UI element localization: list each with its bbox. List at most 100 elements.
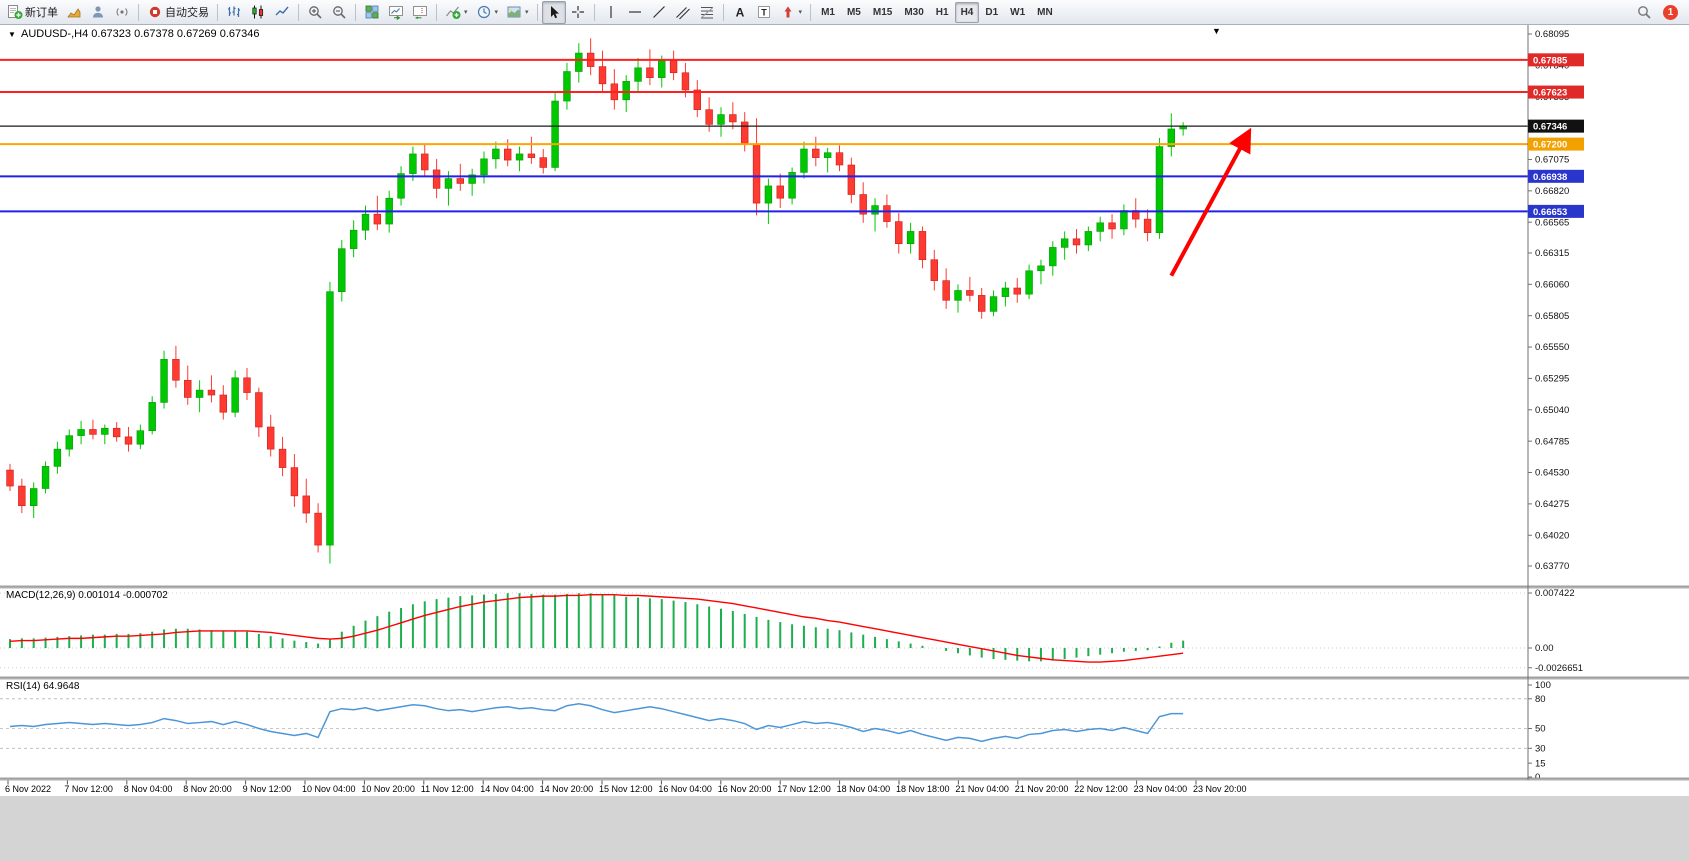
data-window-icon bbox=[90, 4, 106, 20]
periods-button[interactable]: ▾ bbox=[472, 1, 503, 24]
svg-text:0.66565: 0.66565 bbox=[1535, 217, 1569, 228]
svg-text:0.66938: 0.66938 bbox=[1533, 172, 1567, 183]
auto-scroll-icon bbox=[388, 4, 404, 20]
collapse-arrow-icon[interactable]: ▼ bbox=[8, 30, 16, 39]
line-icon bbox=[274, 4, 290, 20]
arrow-objects-icon bbox=[780, 4, 796, 20]
chart-plot-area[interactable] bbox=[0, 25, 1689, 796]
template-icon bbox=[506, 4, 522, 20]
svg-text:30: 30 bbox=[1535, 744, 1546, 755]
templates-button[interactable]: ▾ bbox=[502, 1, 533, 24]
svg-text:8 Nov 04:00: 8 Nov 04:00 bbox=[124, 784, 173, 794]
toolbar-separator bbox=[593, 3, 595, 21]
svg-text:50: 50 bbox=[1535, 724, 1546, 735]
toolbar-right: 1 bbox=[1632, 1, 1686, 24]
crosshair-button[interactable] bbox=[566, 1, 590, 24]
timeframe-h1[interactable]: H1 bbox=[935, 6, 949, 18]
candles-icon bbox=[250, 4, 266, 20]
svg-text:18 Nov 18:00: 18 Nov 18:00 bbox=[896, 784, 950, 794]
svg-text:-0.0026651: -0.0026651 bbox=[1535, 663, 1583, 674]
svg-text:14 Nov 20:00: 14 Nov 20:00 bbox=[540, 784, 594, 794]
svg-text:100: 100 bbox=[1535, 680, 1551, 691]
svg-text:0.65295: 0.65295 bbox=[1535, 374, 1569, 385]
vertical-line-button[interactable] bbox=[599, 1, 623, 24]
data-window-button[interactable] bbox=[86, 1, 110, 24]
svg-text:80: 80 bbox=[1535, 694, 1546, 705]
label-button[interactable]: T bbox=[752, 1, 776, 24]
timeframe-w1[interactable]: W1 bbox=[1010, 6, 1026, 18]
auto-trading-button[interactable]: 自动交易 bbox=[143, 1, 213, 24]
zoom-in-icon bbox=[307, 4, 323, 20]
panel-separator[interactable] bbox=[0, 677, 1689, 680]
trendline-button[interactable] bbox=[647, 1, 671, 24]
chevron-down-icon: ▾ bbox=[525, 9, 529, 16]
svg-text:23 Nov 20:00: 23 Nov 20:00 bbox=[1193, 784, 1247, 794]
depth-of-market-button[interactable] bbox=[110, 1, 134, 24]
fibonacci-button[interactable] bbox=[695, 1, 719, 24]
notification-badge[interactable]: 1 bbox=[1663, 4, 1678, 20]
macd-panel: 0.007422 0.00 -0.0026651 bbox=[0, 588, 1583, 674]
timeframe-mn[interactable]: MN bbox=[1037, 6, 1053, 18]
toolbar-separator bbox=[298, 3, 299, 21]
channel-icon bbox=[675, 4, 691, 20]
line-chart-button[interactable] bbox=[270, 1, 294, 24]
timeframe-h4[interactable]: H4 bbox=[954, 1, 980, 23]
market-watch-button[interactable] bbox=[62, 1, 86, 24]
svg-text:0.64785: 0.64785 bbox=[1535, 436, 1569, 447]
chart-shift-button[interactable] bbox=[408, 1, 432, 24]
search-icon bbox=[1636, 4, 1652, 20]
candlestick-chart-button[interactable] bbox=[246, 1, 270, 24]
svg-text:0.68095: 0.68095 bbox=[1535, 29, 1569, 40]
toolbar-separator bbox=[217, 3, 218, 21]
hline-icon bbox=[627, 4, 643, 20]
new-order-button[interactable]: 新订单 bbox=[3, 1, 62, 24]
svg-text:23 Nov 04:00: 23 Nov 04:00 bbox=[1134, 784, 1188, 794]
auto-trading-button-label: 自动交易 bbox=[165, 7, 209, 19]
timeframe-m30[interactable]: M30 bbox=[904, 6, 924, 18]
timeframe-d1[interactable]: D1 bbox=[985, 6, 999, 18]
arrows-button[interactable]: ▾ bbox=[776, 1, 807, 24]
candlestick-series bbox=[6, 38, 1187, 564]
panel-separator[interactable] bbox=[0, 778, 1689, 781]
bar-chart-button[interactable] bbox=[222, 1, 246, 24]
rsi-indicator-label: RSI(14) 64.9648 bbox=[6, 681, 80, 692]
tile-windows-button[interactable] bbox=[360, 1, 384, 24]
toolbar-separator bbox=[722, 3, 724, 21]
svg-text:7 Nov 12:00: 7 Nov 12:00 bbox=[64, 784, 113, 794]
pivot-line-badge bbox=[1528, 137, 1584, 151]
chart-title-text: AUDUSD-,H4 0.67323 0.67378 0.67269 0.673… bbox=[20, 28, 260, 40]
macd-indicator-label: MACD(12,26,9) 0.001014 -0.000702 bbox=[6, 590, 168, 601]
zoom-out-button[interactable] bbox=[327, 1, 351, 24]
svg-text:21 Nov 04:00: 21 Nov 04:00 bbox=[955, 784, 1009, 794]
timeframe-m5[interactable]: M5 bbox=[846, 6, 861, 18]
svg-text:10 Nov 20:00: 10 Nov 20:00 bbox=[361, 784, 415, 794]
panel-separator[interactable] bbox=[0, 586, 1689, 589]
svg-text:16 Nov 20:00: 16 Nov 20:00 bbox=[718, 784, 772, 794]
svg-text:0.00: 0.00 bbox=[1535, 643, 1554, 654]
auto-scroll-button[interactable] bbox=[384, 1, 408, 24]
search-button[interactable] bbox=[1632, 1, 1656, 24]
equidistant-channel-button[interactable] bbox=[671, 1, 695, 24]
svg-text:0.007422: 0.007422 bbox=[1535, 588, 1575, 599]
svg-text:17 Nov 12:00: 17 Nov 12:00 bbox=[777, 784, 831, 794]
svg-text:0.64275: 0.64275 bbox=[1535, 499, 1569, 510]
new-order-icon bbox=[7, 4, 23, 20]
text-button[interactable]: A bbox=[728, 1, 752, 24]
svg-text:0.66060: 0.66060 bbox=[1535, 280, 1569, 291]
zoom-in-button[interactable] bbox=[303, 1, 327, 24]
trend-arrow-annotation[interactable] bbox=[1169, 127, 1252, 277]
auto-trading-icon bbox=[147, 4, 163, 20]
text-a-icon: A bbox=[732, 4, 748, 20]
svg-text:0.65040: 0.65040 bbox=[1535, 405, 1569, 416]
chart-menu-arrow[interactable]: ▼ bbox=[1212, 26, 1221, 36]
support-line-2-badge bbox=[1528, 204, 1584, 218]
timeframe-m1[interactable]: M1 bbox=[821, 6, 835, 18]
horizontal-line-button[interactable] bbox=[623, 1, 647, 24]
svg-text:0.67885: 0.67885 bbox=[1533, 55, 1568, 66]
cursor-button[interactable] bbox=[541, 0, 566, 24]
timeframe-m15[interactable]: M15 bbox=[872, 6, 893, 18]
market-watch-icon bbox=[66, 4, 82, 20]
indicators-button[interactable]: ▾ bbox=[441, 1, 472, 24]
svg-text:21 Nov 20:00: 21 Nov 20:00 bbox=[1015, 784, 1069, 794]
